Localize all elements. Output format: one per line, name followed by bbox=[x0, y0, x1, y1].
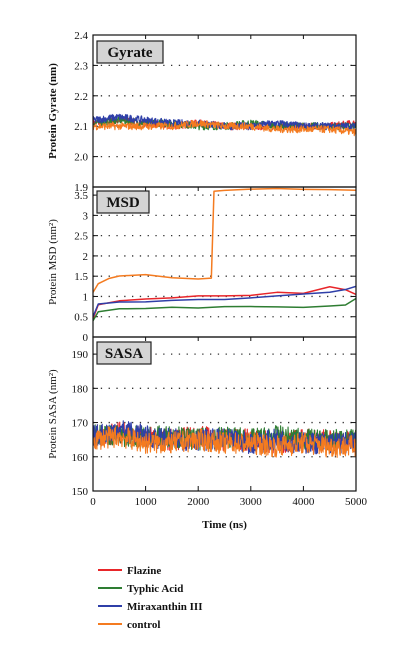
panel-tag: SASA bbox=[105, 346, 144, 362]
y-tick-label: 160 bbox=[72, 452, 89, 464]
y-tick-label: 1.9 bbox=[74, 182, 88, 194]
legend: Flazine Typhic Acid Miraxanthin III control bbox=[98, 565, 203, 631]
legend-item: control bbox=[98, 619, 160, 631]
y-tick-label: 1.5 bbox=[74, 271, 88, 283]
y-tick-label: 2.3 bbox=[74, 60, 88, 72]
legend-label: Flazine bbox=[127, 565, 161, 577]
x-tick-label: 0 bbox=[90, 496, 96, 508]
legend-label: Miraxanthin III bbox=[127, 601, 203, 613]
panel-tag-box bbox=[96, 341, 152, 365]
y-tick-label: 180 bbox=[72, 383, 89, 395]
legend-label: Typhic Acid bbox=[127, 583, 183, 595]
x-tick-label: 2000 bbox=[187, 496, 210, 508]
panel-tag-box bbox=[96, 190, 150, 214]
series-line-miraxanthin-iii bbox=[93, 420, 356, 455]
x-tick-label: 3000 bbox=[240, 496, 263, 508]
panel-frame bbox=[92, 336, 357, 492]
y-tick-label: 2.2 bbox=[74, 91, 88, 103]
series-group bbox=[93, 187, 356, 322]
panels-layer: 1.9 2.0 2.1 2.2 2.3 2.4 Gyrate Protein Gyrate (… bbox=[47, 30, 357, 498]
y-tick-label: 0 bbox=[83, 332, 89, 344]
series-line-control bbox=[93, 426, 356, 458]
panel-sasa: 150 160 170 180 190 SASA Protein SASA (nm²) bbox=[47, 336, 357, 498]
y-tick-label: 2.1 bbox=[74, 121, 88, 133]
series-group bbox=[93, 113, 356, 137]
panel-tag: MSD bbox=[106, 195, 140, 211]
series-line-typhic-acid bbox=[93, 297, 356, 322]
y-tick-label: 3 bbox=[83, 210, 89, 222]
legend-item: Flazine bbox=[98, 565, 161, 577]
series-line-control bbox=[93, 187, 356, 293]
series-line-miraxanthin-iii bbox=[93, 285, 356, 318]
y-tick-label: 2 bbox=[83, 251, 89, 263]
panel-msd: 0 0.5 1 1.5 2 2.5 3 3.5 MSD Protein MSD (nm²) bbox=[47, 186, 357, 344]
series-line-flazine bbox=[93, 286, 356, 320]
y-axis-label: Protein SASA (nm²) bbox=[47, 369, 59, 459]
y-tick-label: 2.4 bbox=[74, 30, 88, 42]
x-tick-label: 4000 bbox=[292, 496, 315, 508]
y-tick-label: 0.5 bbox=[74, 312, 88, 324]
legend-label: control bbox=[127, 619, 160, 631]
panel-tag: Gyrate bbox=[108, 45, 153, 61]
x-axis: 0 1000 2000 3000 4000 5000 Time (ns) bbox=[90, 35, 368, 531]
y-tick-label: 190 bbox=[72, 349, 89, 361]
x-tick-label: 1000 bbox=[135, 496, 158, 508]
y-tick-label: 1 bbox=[83, 291, 89, 303]
y-tick-label: 3.5 bbox=[74, 190, 88, 202]
y-tick-label: 2.0 bbox=[74, 152, 88, 164]
y-tick-label: 2.5 bbox=[74, 231, 88, 243]
panel-tag-box bbox=[96, 40, 164, 64]
legend-item: Typhic Acid bbox=[98, 583, 183, 595]
x-axis-label: Time (ns) bbox=[202, 519, 247, 531]
y-axis-label: Protein Gyrate (nm) bbox=[47, 63, 59, 159]
panel-gyrate: 1.9 2.0 2.1 2.2 2.3 2.4 Gyrate Protein Gyrate (… bbox=[47, 30, 357, 194]
series-group bbox=[93, 420, 356, 458]
legend-item: Miraxanthin III bbox=[98, 601, 203, 613]
x-tick-label: 5000 bbox=[345, 496, 368, 508]
y-tick-label: 150 bbox=[72, 486, 89, 498]
y-tick-label: 170 bbox=[72, 418, 89, 430]
series-line-control bbox=[93, 119, 356, 137]
y-axis-label: Protein MSD (nm²) bbox=[47, 219, 59, 305]
